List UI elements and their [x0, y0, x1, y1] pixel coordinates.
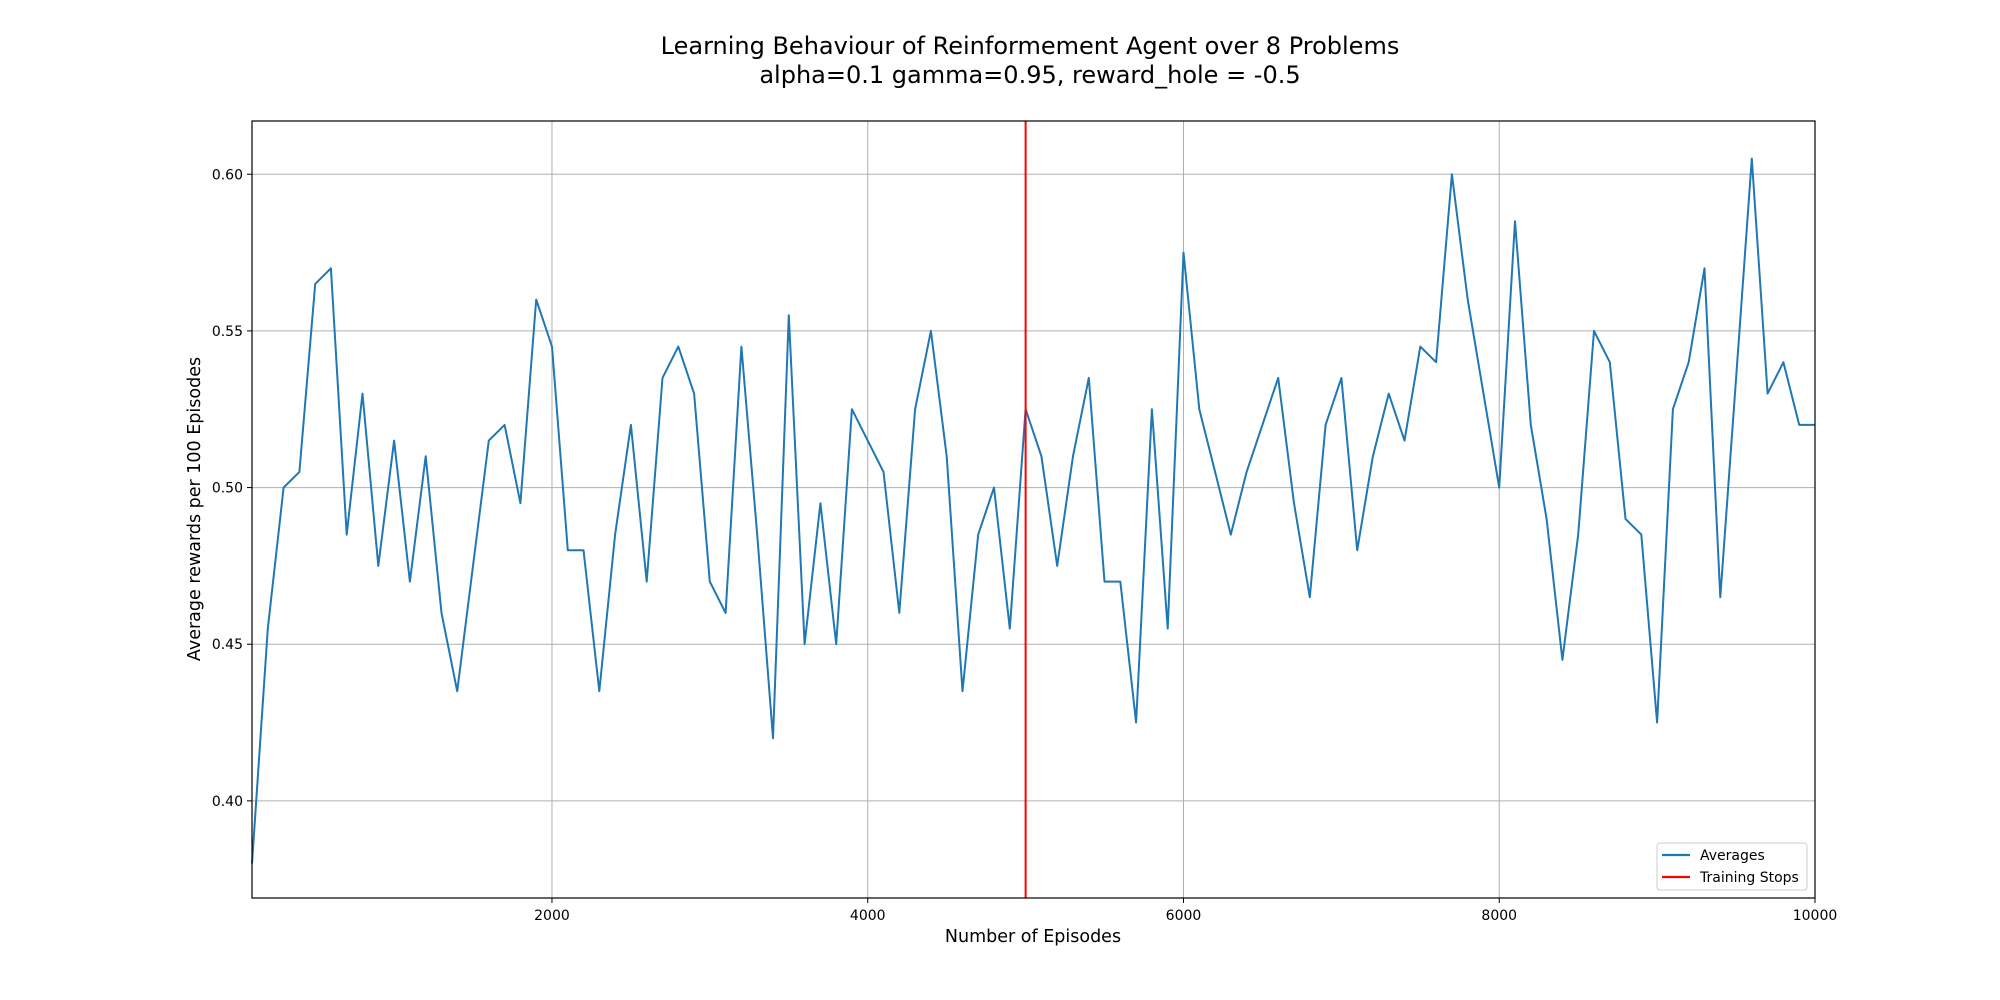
- y-tick-label: 0.50: [212, 481, 243, 497]
- x-tick-label: 10000: [1793, 908, 1838, 924]
- x-axis-ticks: 2000 4000 6000 8000 10000: [534, 898, 1837, 924]
- x-tick-label: 2000: [534, 908, 570, 924]
- x-axis-label: Number of Episodes: [945, 927, 1121, 947]
- x-tick-label: 4000: [850, 908, 886, 924]
- legend-label-training-stops: Training Stops: [1699, 870, 1799, 886]
- grid-lines: [252, 121, 1815, 898]
- series-line-averages: [251, 157, 1815, 864]
- x-tick-label: 6000: [1166, 908, 1202, 924]
- legend-box: [1656, 842, 1808, 891]
- chart-title: Learning Behaviour of Reinformement Agen…: [661, 32, 1400, 60]
- chart-title-group: Learning Behaviour of Reinformement Agen…: [661, 32, 1400, 89]
- chart-subtitle: alpha=0.1 gamma=0.95, reward_hole = -0.5: [759, 61, 1300, 89]
- legend: Averages Training Stops: [1656, 842, 1808, 891]
- y-axis-label: Average rewards per 100 Episodes: [185, 357, 205, 661]
- y-tick-label: 0.60: [212, 167, 243, 183]
- legend-label-averages: Averages: [1700, 848, 1765, 864]
- x-tick-label: 8000: [1481, 908, 1517, 924]
- y-tick-label: 0.45: [212, 637, 243, 653]
- y-tick-label: 0.55: [212, 324, 243, 340]
- plot-lines: [251, 121, 1815, 898]
- axes-frame: [251, 120, 1816, 899]
- y-tick-label: 0.40: [212, 794, 243, 810]
- y-axis-ticks: 0.40 0.45 0.50 0.55 0.60: [212, 167, 252, 810]
